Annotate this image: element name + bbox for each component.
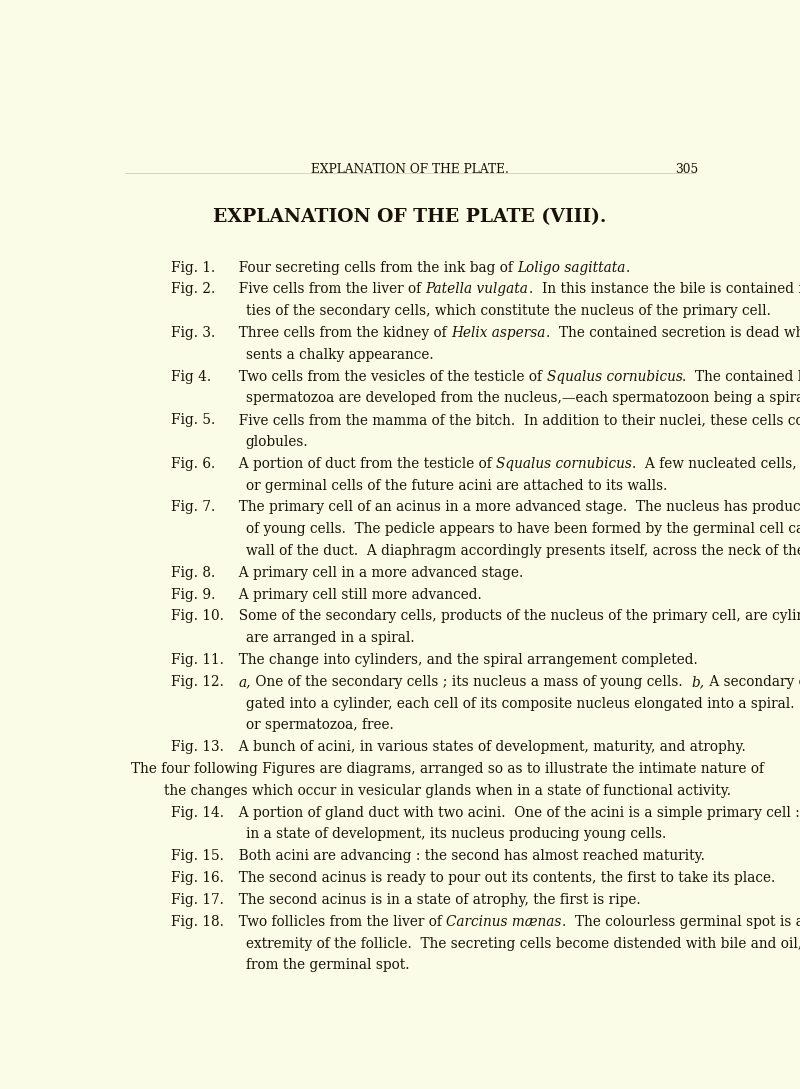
- Text: .  The contained secretion is dead white, and pre-: . The contained secretion is dead white,…: [546, 326, 800, 340]
- Text: Fig. 5.: Fig. 5.: [171, 413, 215, 427]
- Text: of young cells.  The pedicle appears to have been formed by the germinal cell ca: of young cells. The pedicle appears to h…: [246, 523, 800, 536]
- Text: Five cells from the liver of: Five cells from the liver of: [230, 282, 426, 296]
- Text: Fig. 13.: Fig. 13.: [171, 741, 224, 755]
- Text: Some of the secondary cells, products of the nucleus of the primary cell, are cy: Some of the secondary cells, products of…: [230, 610, 800, 624]
- Text: Fig. 6.: Fig. 6.: [171, 457, 215, 470]
- Text: The change into cylinders, and the spiral arrangement completed.: The change into cylinders, and the spira…: [230, 653, 698, 668]
- Text: One of the secondary cells ; its nucleus a mass of young cells.: One of the secondary cells ; its nucleus…: [251, 675, 692, 689]
- Text: are arranged in a spiral.: are arranged in a spiral.: [246, 632, 414, 646]
- Text: Five cells from the mamma of the bitch.  In addition to their nuclei, these cell: Five cells from the mamma of the bitch. …: [230, 413, 800, 427]
- Text: Fig. 3.: Fig. 3.: [171, 326, 215, 340]
- Text: The primary cell of an acinus in a more advanced stage.  The nucleus has produce: The primary cell of an acinus in a more …: [230, 501, 800, 514]
- Text: A primary cell in a more advanced stage.: A primary cell in a more advanced stage.: [230, 566, 523, 579]
- Text: or germinal cells of the future acini are attached to its walls.: or germinal cells of the future acini ar…: [246, 479, 667, 492]
- Text: b,: b,: [692, 675, 705, 689]
- Text: gated into a cylinder, each cell of its composite nucleus elongated into a spira: gated into a cylinder, each cell of its …: [246, 697, 800, 711]
- Text: Fig. 7.: Fig. 7.: [171, 501, 215, 514]
- Text: Fig. 11.: Fig. 11.: [171, 653, 224, 668]
- Text: Fig 4.: Fig 4.: [171, 369, 211, 383]
- Text: Patella vulgata: Patella vulgata: [426, 282, 529, 296]
- Text: Fig. 12.: Fig. 12.: [171, 675, 224, 689]
- Text: globules.: globules.: [246, 436, 308, 449]
- Text: A bunch of acini, in various states of development, maturity, and atrophy.: A bunch of acini, in various states of d…: [230, 741, 746, 755]
- Text: Fig. 17.: Fig. 17.: [171, 893, 224, 907]
- Text: extremity of the follicle.  The secreting cells become distended with bile and o: extremity of the follicle. The secreting…: [246, 937, 800, 951]
- Text: Two cells from the vesicles of the testicle of: Two cells from the vesicles of the testi…: [230, 369, 546, 383]
- Text: Fig. 18.: Fig. 18.: [171, 915, 224, 929]
- Text: .  The colourless germinal spot is at the blind: . The colourless germinal spot is at the…: [562, 915, 800, 929]
- Text: .: .: [626, 260, 630, 274]
- Text: The second acinus is in a state of atrophy, the first is ripe.: The second acinus is in a state of atrop…: [230, 893, 641, 907]
- Text: sents a chalky appearance.: sents a chalky appearance.: [246, 347, 434, 362]
- Text: Three cells from the kidney of: Three cells from the kidney of: [230, 326, 451, 340]
- Text: A portion of gland duct with two acini.  One of the acini is a simple primary ce: A portion of gland duct with two acini. …: [230, 806, 800, 820]
- Text: A secondary cell elon-: A secondary cell elon-: [705, 675, 800, 689]
- Text: ties of the secondary cells, which constitute the nucleus of the primary cell.: ties of the secondary cells, which const…: [246, 304, 770, 318]
- Text: Fig. 8.: Fig. 8.: [171, 566, 215, 579]
- Text: 305: 305: [675, 162, 698, 175]
- Text: spermatozoa are developed from the nucleus,—each spermatozoon being a spiral cel: spermatozoa are developed from the nucle…: [246, 391, 800, 405]
- Text: .  In this instance the bile is contained in the cavi-: . In this instance the bile is contained…: [529, 282, 800, 296]
- Text: Loligo sagittata: Loligo sagittata: [518, 260, 626, 274]
- Text: Fig. 10.: Fig. 10.: [171, 610, 224, 624]
- Text: in a state of development, its nucleus producing young cells.: in a state of development, its nucleus p…: [246, 828, 666, 842]
- Text: Four secreting cells from the ink bag of: Four secreting cells from the ink bag of: [230, 260, 518, 274]
- Text: Carcinus mænas: Carcinus mænas: [446, 915, 562, 929]
- Text: .  The contained bundles of: . The contained bundles of: [682, 369, 800, 383]
- Text: Fig. 1.: Fig. 1.: [171, 260, 215, 274]
- Text: .  A few nucleated cells, the primary: . A few nucleated cells, the primary: [632, 457, 800, 470]
- Text: from the germinal spot.: from the germinal spot.: [246, 958, 409, 972]
- Text: A portion of duct from the testicle of: A portion of duct from the testicle of: [230, 457, 496, 470]
- Text: Squalus cornubicus: Squalus cornubicus: [546, 369, 682, 383]
- Text: or spermatozoa, free.: or spermatozoa, free.: [246, 719, 394, 733]
- Text: Fig. 14.: Fig. 14.: [171, 806, 224, 820]
- Text: Fig. 16.: Fig. 16.: [171, 871, 224, 885]
- Text: Fig. 9.: Fig. 9.: [171, 588, 216, 602]
- Text: Squalus cornubicus: Squalus cornubicus: [496, 457, 632, 470]
- Text: Helix aspersa: Helix aspersa: [451, 326, 546, 340]
- Text: Fig. 2.: Fig. 2.: [171, 282, 215, 296]
- Text: EXPLANATION OF THE PLATE (VIII).: EXPLANATION OF THE PLATE (VIII).: [214, 208, 606, 225]
- Text: a,: a,: [239, 675, 251, 689]
- Text: The four following Figures are diagrams, arranged so as to illustrate the intima: The four following Figures are diagrams,…: [130, 762, 764, 776]
- Text: the changes which occur in vesicular glands when in a state of functional activi: the changes which occur in vesicular gla…: [164, 784, 730, 798]
- Text: A primary cell still more advanced.: A primary cell still more advanced.: [230, 588, 482, 602]
- Text: Two follicles from the liver of: Two follicles from the liver of: [230, 915, 446, 929]
- Text: Fig. 15.: Fig. 15.: [171, 849, 224, 864]
- Text: EXPLANATION OF THE PLATE.: EXPLANATION OF THE PLATE.: [311, 162, 509, 175]
- Text: wall of the duct.  A diaphragm accordingly presents itself, across the neck of t: wall of the duct. A diaphragm accordingl…: [246, 544, 800, 558]
- Text: Both acini are advancing : the second has almost reached maturity.: Both acini are advancing : the second ha…: [230, 849, 705, 864]
- Text: The second acinus is ready to pour out its contents, the first to take its place: The second acinus is ready to pour out i…: [230, 871, 775, 885]
